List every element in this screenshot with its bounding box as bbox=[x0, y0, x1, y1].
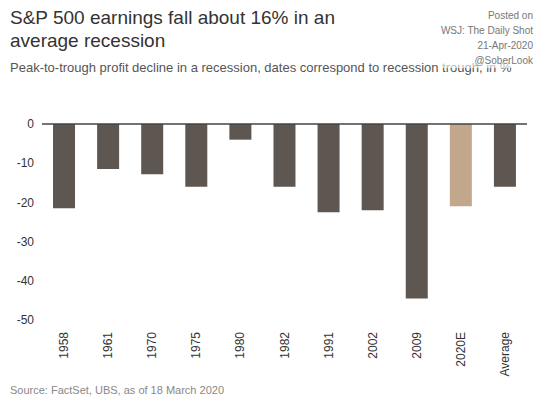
svg-text:1961: 1961 bbox=[101, 332, 115, 359]
svg-text:-50: -50 bbox=[17, 313, 35, 327]
html-text:@SoberLook: @SoberLook bbox=[474, 55, 533, 66]
svg-text:2020E: 2020E bbox=[454, 332, 468, 367]
svg-text:-20: -20 bbox=[17, 196, 35, 210]
svg-text:2002: 2002 bbox=[366, 332, 380, 359]
svg-text:2009: 2009 bbox=[410, 332, 424, 359]
html-text:S&P 500 earnings fall about 16: S&P 500 earnings fall about 16% in an av… bbox=[10, 7, 335, 51]
svg-text:1991: 1991 bbox=[322, 332, 336, 359]
svg-text:1958: 1958 bbox=[57, 332, 71, 359]
svg-text:1982: 1982 bbox=[278, 332, 292, 359]
svg-text:1970: 1970 bbox=[145, 332, 159, 359]
html-text:21-Apr-2020: 21-Apr-2020 bbox=[477, 40, 533, 51]
html-text:Source: FactSet, UBS, as of 18: Source: FactSet, UBS, as of 18 March 202… bbox=[10, 384, 224, 396]
html-text:WSJ: The Daily Shot: WSJ: The Daily Shot bbox=[440, 25, 533, 36]
html-text:Peak-to-trough profit decline: Peak-to-trough profit decline in a reces… bbox=[10, 60, 512, 75]
svg-text:0: 0 bbox=[27, 117, 34, 131]
svg-text:-40: -40 bbox=[17, 274, 35, 288]
svg-text:1975: 1975 bbox=[189, 332, 203, 359]
svg-text:1980: 1980 bbox=[233, 332, 247, 359]
svg-text:Average: Average bbox=[498, 332, 512, 377]
svg-text:-10: -10 bbox=[17, 156, 35, 170]
svg-text:-30: -30 bbox=[17, 235, 35, 249]
html-text:Posted on: Posted on bbox=[488, 10, 533, 21]
